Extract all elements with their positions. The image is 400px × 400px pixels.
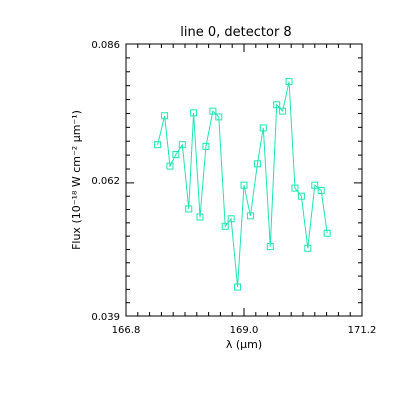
data-point [266, 243, 274, 251]
x-tick-label-1: 169.0 [230, 325, 259, 336]
x-tick-label-2: 171.2 [348, 325, 377, 336]
data-point [215, 113, 223, 121]
data-point [311, 181, 319, 189]
x-tick-label-0: 166.8 [112, 325, 141, 336]
data-point [209, 107, 217, 115]
x-axis-label: λ (μm) [226, 338, 262, 351]
data-point [185, 205, 193, 213]
data-point [166, 162, 174, 170]
data-point [196, 213, 204, 221]
data-point [190, 109, 198, 117]
data-series [154, 78, 331, 291]
data-point [317, 186, 325, 194]
data-point [154, 141, 162, 149]
data-point [323, 229, 331, 237]
y-tick-label-2: 0.086 [91, 40, 120, 51]
data-point [279, 107, 287, 115]
data-point [221, 222, 229, 230]
y-tick-label-0: 0.039 [91, 312, 120, 323]
data-point [253, 160, 261, 168]
data-point [234, 283, 242, 291]
data-point [172, 151, 180, 159]
data-point [202, 142, 210, 150]
data-point [291, 184, 299, 192]
y-tick-label-1: 0.062 [91, 176, 120, 187]
series-line [157, 81, 328, 288]
axis-ticks [125, 43, 363, 317]
y-axis-label: Flux (10⁻¹⁸ W cm⁻² μm⁻¹) [70, 110, 83, 250]
data-point [297, 192, 305, 200]
data-point [259, 124, 267, 132]
data-point [273, 101, 281, 109]
data-point [161, 112, 169, 120]
data-point [227, 215, 235, 223]
plot-frame [125, 43, 363, 317]
chart-title: line 0, detector 8 [180, 25, 291, 40]
data-point [304, 244, 312, 252]
data-point [240, 181, 248, 189]
data-point [246, 212, 254, 220]
data-point [178, 141, 186, 149]
data-point [285, 78, 293, 86]
